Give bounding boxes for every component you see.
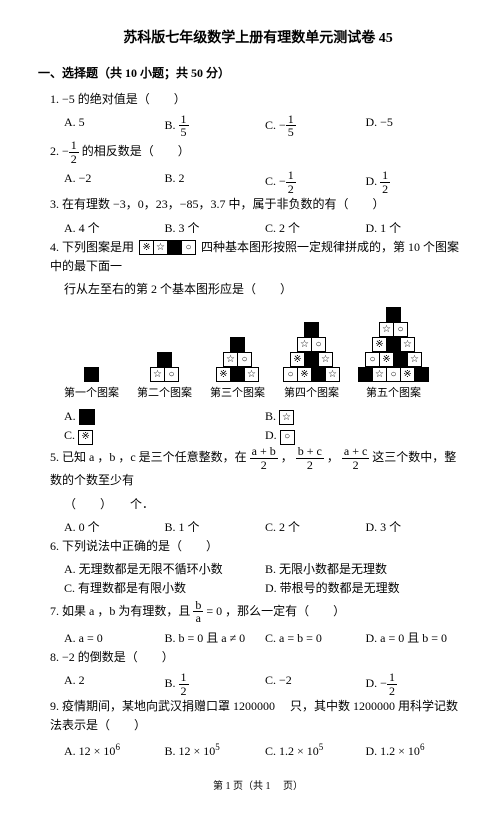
q9-A: A. 12 × 106 bbox=[64, 740, 165, 761]
q9-stem: 9. 疫情期间，某地向武汉捐赠口罩 1200000 只，其中数 1200000 … bbox=[50, 697, 466, 735]
q7-options: A. a = 0 B. b = 0 且 a ≠ 0 C. a = b = 0 D… bbox=[50, 629, 466, 648]
q5-C: C. 2 个 bbox=[265, 518, 366, 537]
q3-A: A. 4 个 bbox=[64, 219, 165, 238]
q7-A: A. a = 0 bbox=[64, 629, 165, 648]
q7-D: D. a = 0 且 b = 0 bbox=[366, 629, 467, 648]
pyramid-5: ☆○ ※☆ ○※☆ ☆○※ 第五个图案 bbox=[358, 307, 429, 403]
q1-C: C. −15 bbox=[265, 113, 366, 139]
q9-B: B. 12 × 105 bbox=[165, 740, 266, 761]
q1-stem: 1. −5 的绝对值是（ ） bbox=[50, 90, 466, 109]
q8-options: A. 2 B. 12 C. −2 D. −12 bbox=[50, 671, 466, 697]
q4-A: A. bbox=[64, 407, 265, 426]
q8-A: A. 2 bbox=[64, 671, 165, 697]
q4-stem: 4. 下列图案是用 ※ ☆ ○ 四种基本图形按照一定规律拼成的，第 10 个图案… bbox=[50, 238, 466, 276]
q7-B: B. b = 0 且 a ≠ 0 bbox=[165, 629, 266, 648]
pyramid-3: ☆○ ※☆ 第三个图案 bbox=[210, 337, 265, 403]
q2-stem: 2. −12 的相反数是（ ） bbox=[50, 139, 466, 165]
q6-B: B. 无限小数都是无理数 bbox=[265, 560, 466, 579]
q1-A: A. 5 bbox=[64, 113, 165, 139]
q6-C: C. 有理数都是有限小数 bbox=[64, 579, 265, 598]
q8-stem: 8. −2 的倒数是（ ） bbox=[50, 648, 466, 667]
q8-D: D. −12 bbox=[366, 671, 467, 697]
pyramid-2: ☆○ 第二个图案 bbox=[137, 352, 192, 403]
q4-D: D. ○ bbox=[265, 426, 466, 445]
q2-C: C. −12 bbox=[265, 169, 366, 195]
section-heading: 一、选择题（共 10 小题；共 50 分） bbox=[38, 64, 466, 83]
q5-options: A. 0 个 B. 1 个 C. 2 个 D. 3 个 bbox=[50, 518, 466, 537]
q5-B: B. 1 个 bbox=[165, 518, 266, 537]
q2-D: D. 12 bbox=[366, 169, 467, 195]
q5-D: D. 3 个 bbox=[366, 518, 467, 537]
q4-B: B. ☆ bbox=[265, 407, 466, 426]
q3-options: A. 4 个 B. 3 个 C. 2 个 D. 1 个 bbox=[50, 219, 466, 238]
q2-A: A. −2 bbox=[64, 169, 165, 195]
q2-B: B. 2 bbox=[165, 169, 266, 195]
q1-options: A. 5 B. 15 C. −15 D. −5 bbox=[50, 113, 466, 139]
q2-options: A. −2 B. 2 C. −12 D. 12 bbox=[50, 169, 466, 195]
q6-D: D. 带根号的数都是无理数 bbox=[265, 579, 466, 598]
q6-stem: 6. 下列说法中正确的是（ ） bbox=[50, 537, 466, 556]
q4-C: C. ※ bbox=[64, 426, 265, 445]
q5-A: A. 0 个 bbox=[64, 518, 165, 537]
q4-stem-line2: 行从左至右的第 2 个基本图形应是（ ） bbox=[50, 280, 466, 299]
q5-stem: 5. 已知 a ，b ，c 是三个任意整数，在 a + b2 ， b + c2 … bbox=[50, 445, 466, 490]
q1-B: B. 15 bbox=[165, 113, 266, 139]
q4-options-row2: C. ※ D. ○ bbox=[50, 426, 466, 445]
q9-options: A. 12 × 106 B. 12 × 105 C. 1.2 × 105 D. … bbox=[50, 740, 466, 761]
q7-C: C. a = b = 0 bbox=[265, 629, 366, 648]
q3-stem: 3. 在有理数 −3，0，23，−85，3.7 中，属于非负数的有（ ） bbox=[50, 195, 466, 214]
pyramid-1: 第一个图案 bbox=[64, 367, 119, 403]
q9-D: D. 1.2 × 106 bbox=[366, 740, 467, 761]
q6-options-r1: A. 无理数都是无限不循环小数 B. 无限小数都是无理数 bbox=[50, 560, 466, 579]
page-title: 苏科版七年级数学上册有理数单元测试卷 45 bbox=[50, 28, 466, 50]
q6-A: A. 无理数都是无限不循环小数 bbox=[64, 560, 265, 579]
q8-B: B. 12 bbox=[165, 671, 266, 697]
q8-C: C. −2 bbox=[265, 671, 366, 697]
q6-options-r2: C. 有理数都是有限小数 D. 带根号的数都是无理数 bbox=[50, 579, 466, 598]
q1-D: D. −5 bbox=[366, 113, 467, 139]
page-footer: 第 1 页（共 1 页） bbox=[50, 779, 466, 795]
q5-stem-line2: （ ） 个． bbox=[50, 495, 466, 514]
q9-C: C. 1.2 × 105 bbox=[265, 740, 366, 761]
q4-pyramids: 第一个图案 ☆○ 第二个图案 ☆○ ※☆ 第三个图案 ☆○ ※☆ ○※☆ 第四个… bbox=[50, 307, 466, 403]
solid-square-icon bbox=[79, 409, 95, 425]
q4-options-row1: A. B. ☆ bbox=[50, 407, 466, 426]
q3-D: D. 1 个 bbox=[366, 219, 467, 238]
q7-stem: 7. 如果 a ，b 为有理数，且 ba = 0 ，那么一定有（ ） bbox=[50, 599, 466, 625]
pyramid-4: ☆○ ※☆ ○※☆ 第四个图案 bbox=[283, 322, 340, 403]
q3-B: B. 3 个 bbox=[165, 219, 266, 238]
q3-C: C. 2 个 bbox=[265, 219, 366, 238]
shape-box: ※ ☆ ○ bbox=[139, 240, 196, 255]
